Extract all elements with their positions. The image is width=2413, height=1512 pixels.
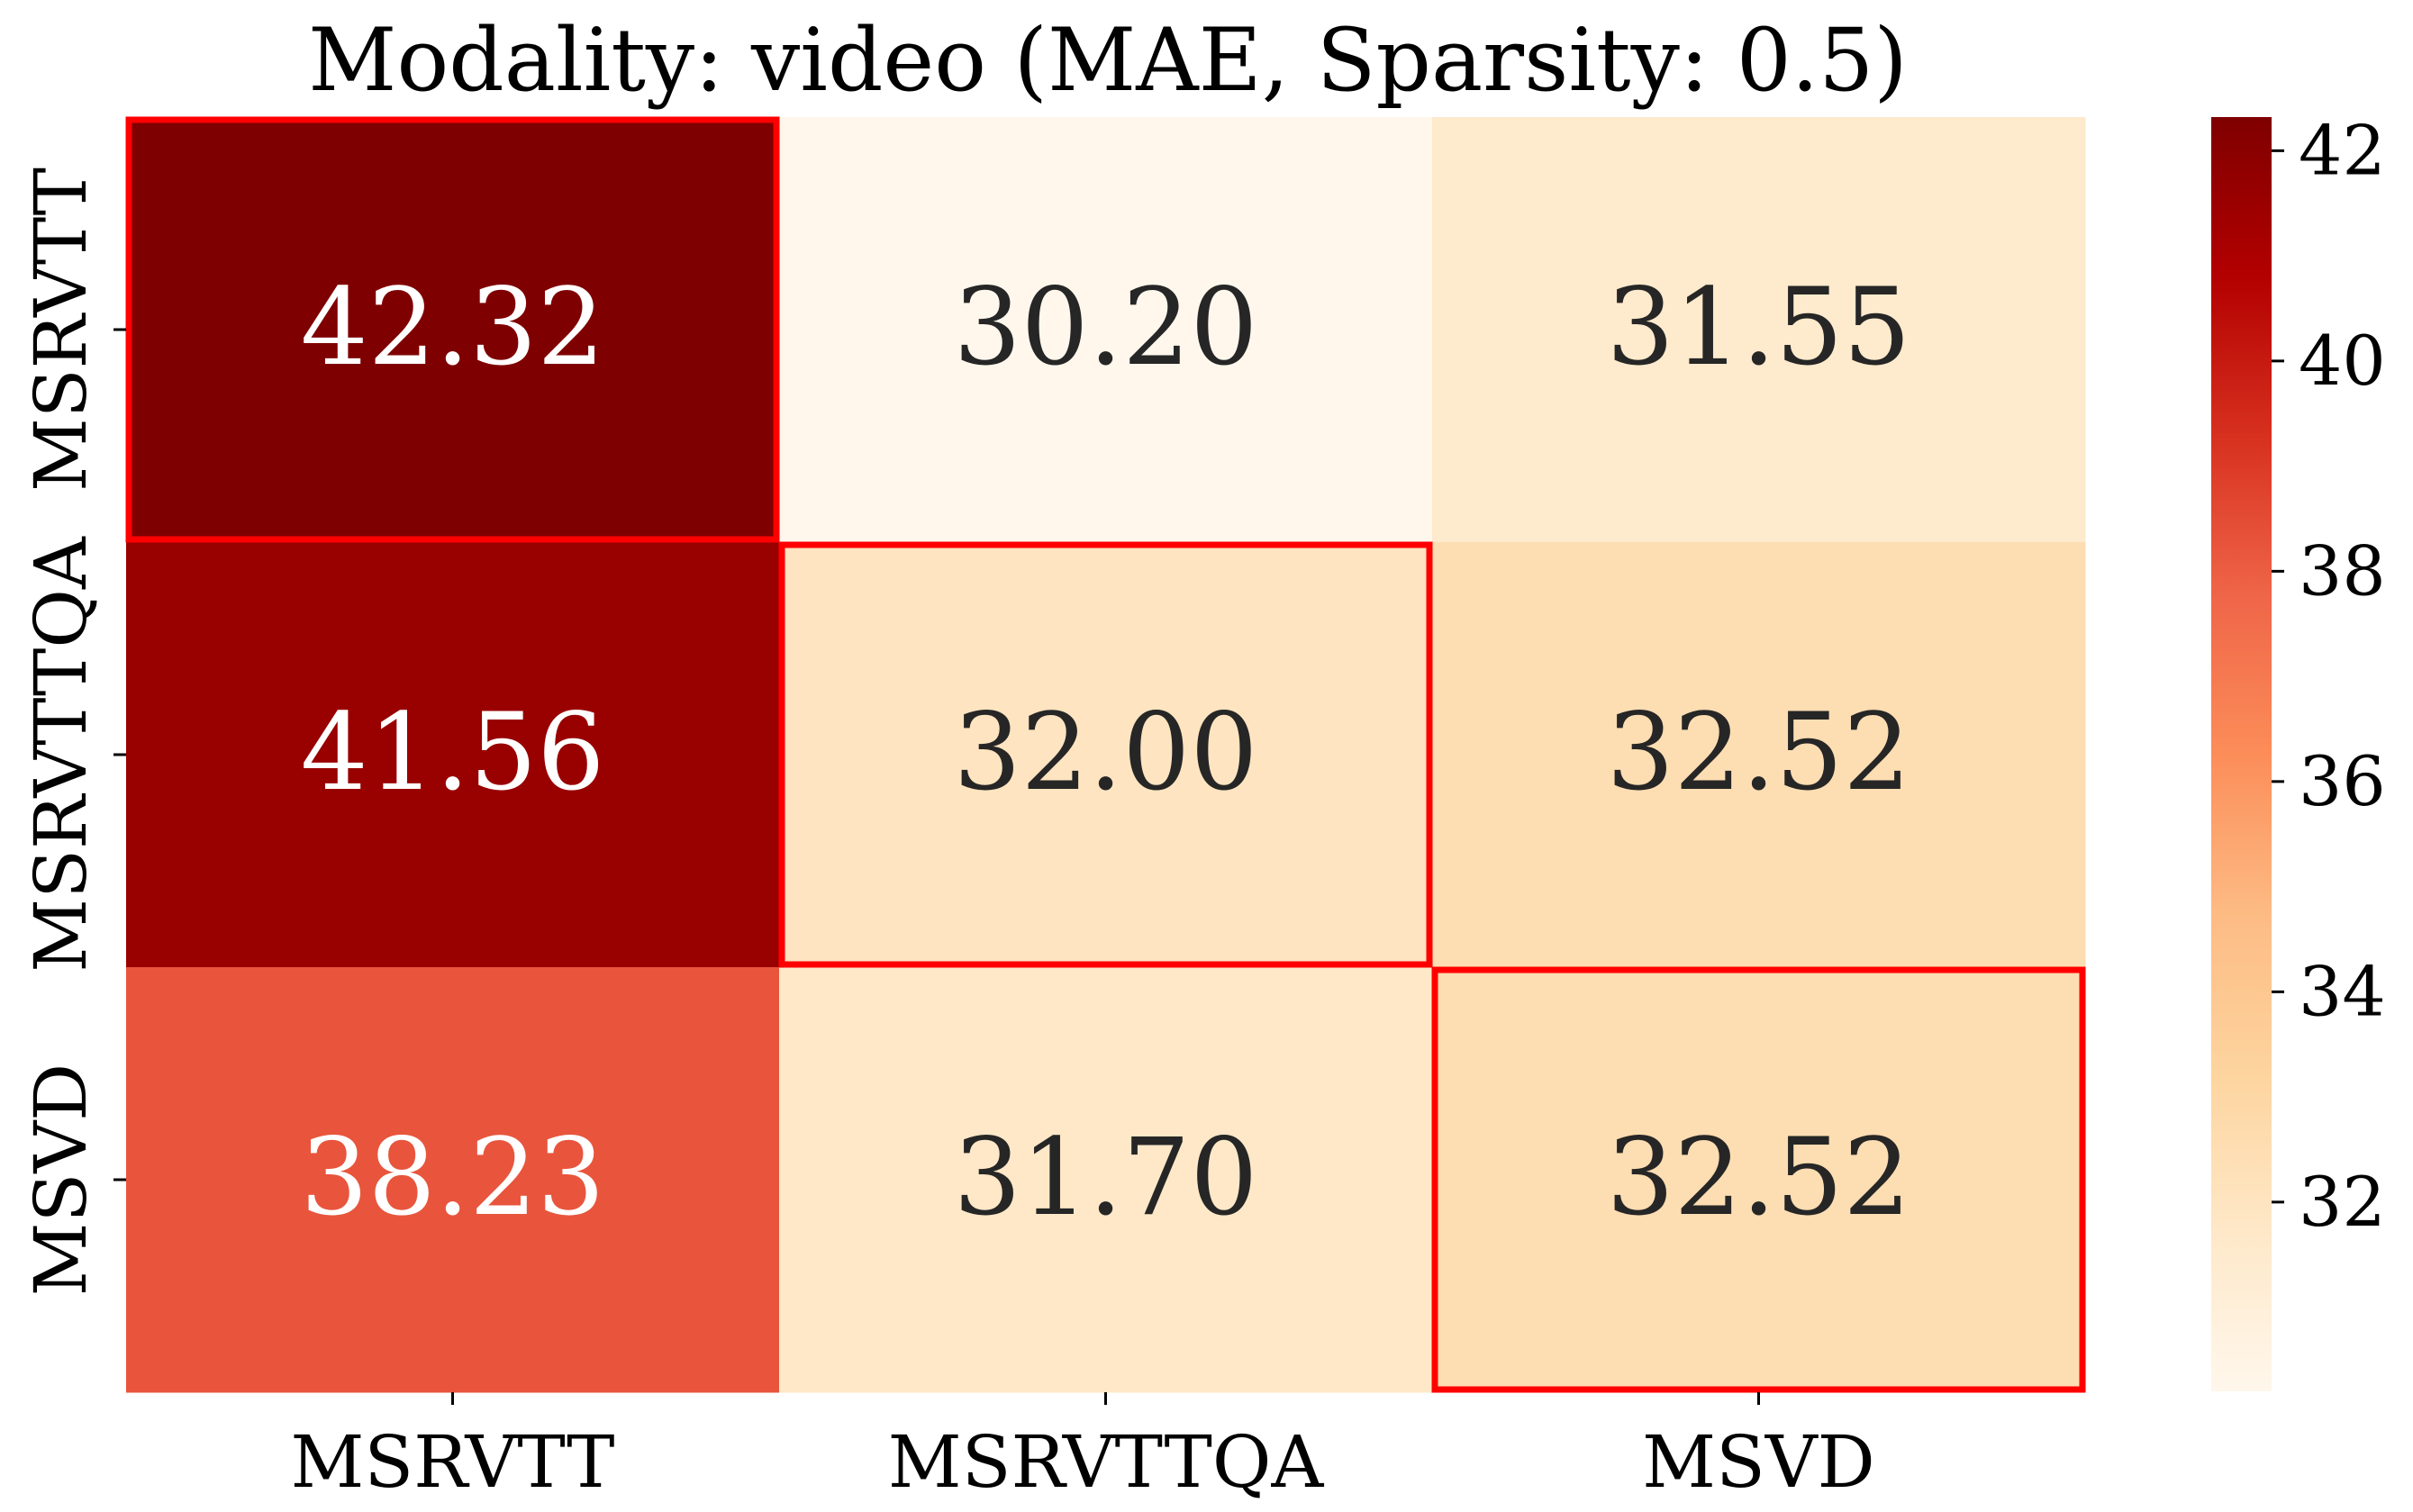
- highlight-box: [1431, 966, 2086, 1393]
- colorbar-tick-label: 34: [2299, 951, 2386, 1031]
- x-axis: MSRVTT MSRVTTQA MSVD: [290, 1392, 1875, 1504]
- x-tick-label: MSRVTT: [290, 1420, 614, 1504]
- cell-value-label: 32.00: [954, 690, 1258, 814]
- cell-value-label: 32.52: [1607, 690, 1911, 814]
- heatmap-cell: [1432, 117, 2086, 543]
- cell-value-label: 31.70: [954, 1115, 1258, 1239]
- cell-value-label: 38.23: [301, 1115, 605, 1239]
- heatmap-cells: [126, 117, 2086, 1393]
- heatmap-cell: [1432, 967, 2086, 1393]
- highlight-box: [125, 116, 780, 543]
- heatmap-cell: [779, 117, 1433, 543]
- colorbar-tick-label: 40: [2299, 321, 2386, 401]
- cell-value-label: 30.20: [954, 265, 1258, 389]
- colorbar-tick-label: 36: [2299, 741, 2386, 821]
- cell-value-labels: 42.32 30.20 31.55 41.56 32.00 32.52 38.23 31.70…: [301, 265, 1911, 1239]
- heatmap-cell: [779, 967, 1433, 1393]
- heatmap-cell: [126, 967, 780, 1393]
- chart-title: Modality: video (MAE, Sparsity: 0.5): [308, 10, 1908, 111]
- highlight-box: [778, 541, 1433, 968]
- colorbar-tick-label: 32: [2299, 1162, 2386, 1242]
- y-axis: MSRVTT MSRVTTQA MSVD: [19, 167, 126, 1296]
- heatmap-cell: [126, 117, 780, 543]
- cell-value-label: 42.32: [301, 265, 605, 389]
- heatmap-cell: [1432, 542, 2086, 968]
- heatmap-cell: [126, 542, 780, 968]
- colorbar: 32 34 36 38 40 42: [2211, 110, 2386, 1391]
- cell-value-label: 32.52: [1607, 1115, 1911, 1239]
- cell-value-label: 41.56: [301, 690, 605, 814]
- y-tick-label: MSRVTT: [19, 167, 103, 492]
- x-tick-label: MSVD: [1642, 1420, 1875, 1504]
- cell-value-label: 31.55: [1607, 265, 1911, 389]
- y-tick-label: MSRVTTQA: [19, 536, 103, 973]
- colorbar-tick-label: 38: [2299, 530, 2386, 611]
- x-tick-label: MSRVTTQA: [888, 1420, 1325, 1504]
- heatmap-cell: [779, 542, 1433, 968]
- colorbar-gradient: [2211, 117, 2272, 1391]
- highlight-boxes: [125, 116, 2086, 1393]
- colorbar-tick-label: 42: [2299, 110, 2386, 190]
- y-tick-label: MSVD: [19, 1064, 103, 1297]
